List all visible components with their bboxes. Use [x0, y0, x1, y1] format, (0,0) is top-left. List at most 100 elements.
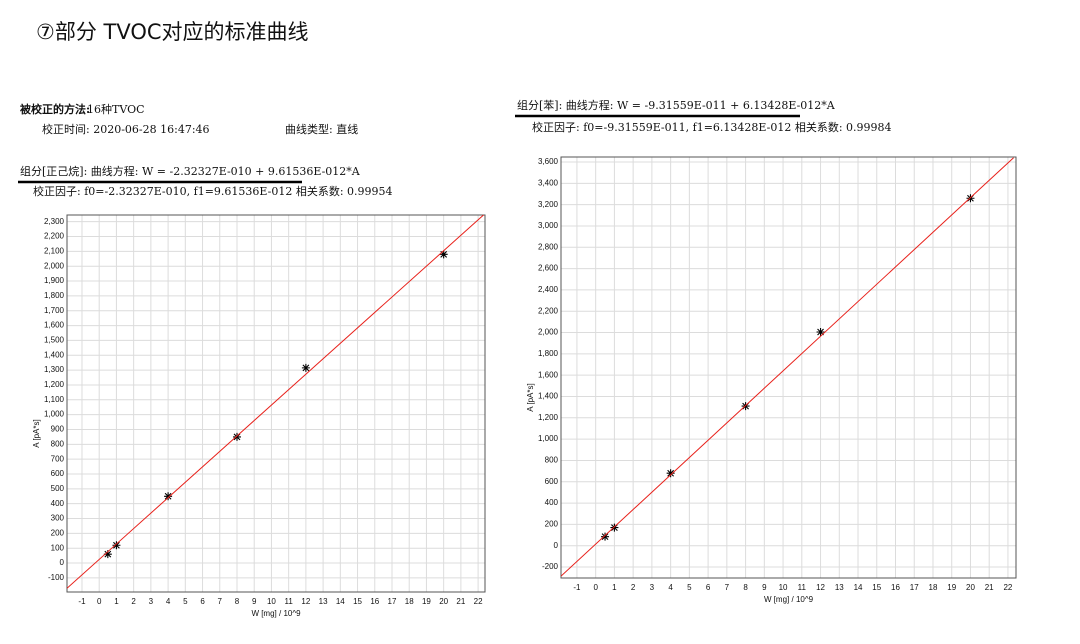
- x-tick-label: 7: [725, 583, 730, 592]
- y-tick-label: 1,700: [44, 306, 65, 315]
- x-tick-label: 21: [456, 597, 465, 606]
- y-tick-label: 2,000: [44, 261, 65, 270]
- y-tick-label: -200: [542, 562, 559, 571]
- y-tick-label: 3,400: [538, 178, 559, 187]
- fit-line: [67, 215, 485, 589]
- y-tick-label: 1,000: [44, 410, 65, 419]
- y-tick-label: 300: [51, 514, 65, 523]
- x-tick-label: 19: [422, 597, 431, 606]
- x-tick-label: 5: [687, 583, 692, 592]
- x-tick-label: 1: [114, 597, 119, 606]
- x-tick-label: 7: [218, 597, 223, 606]
- y-tick-label: 2,300: [44, 217, 65, 226]
- x-tick-label: 19: [947, 583, 956, 592]
- y-tick-label: 2,800: [538, 242, 559, 251]
- x-tick-label: 11: [285, 597, 294, 606]
- method: 16种TVOC: [87, 102, 145, 116]
- y-tick-label: 2,400: [538, 285, 559, 294]
- equation: 组分[正己烷]: 曲线方程: W = -2.32327E-010 + 9.615…: [20, 164, 361, 178]
- method-label: 被校正的方法:: [20, 102, 90, 116]
- x-tick-label: 3: [149, 597, 154, 606]
- y-axis-label: A [pA*s]: [32, 419, 41, 447]
- data-point: [103, 550, 112, 559]
- x-tick-label: 3: [650, 583, 655, 592]
- data-point: [164, 492, 173, 501]
- x-tick-label: 0: [593, 583, 598, 592]
- x-tick-label: -1: [78, 597, 86, 606]
- x-tick-label: 8: [235, 597, 240, 606]
- fit-line: [561, 157, 1014, 577]
- data-point: [816, 328, 825, 337]
- x-tick-label: 22: [474, 597, 483, 606]
- data-point: [301, 363, 310, 372]
- y-tick-label: 0: [60, 558, 65, 567]
- x-tick-label: 15: [353, 597, 362, 606]
- y-tick-label: 2,000: [538, 328, 559, 337]
- x-tick-label: 11: [798, 583, 807, 592]
- x-tick-label: 13: [319, 597, 328, 606]
- x-tick-label: 14: [854, 583, 863, 592]
- y-tick-label: 1,200: [538, 413, 559, 422]
- x-tick-label: 2: [631, 583, 636, 592]
- x-tick-label: 17: [910, 583, 919, 592]
- y-tick-label: 3,000: [538, 221, 559, 230]
- y-tick-label: 1,600: [538, 370, 559, 379]
- y-tick-label: 500: [51, 484, 65, 493]
- x-tick-label: 9: [252, 597, 257, 606]
- x-tick-label: 12: [816, 583, 825, 592]
- x-tick-label: 22: [1003, 583, 1012, 592]
- x-tick-label: 6: [706, 583, 711, 592]
- x-tick-label: 18: [405, 597, 414, 606]
- calibration-time: 校正时间: 2020-06-28 16:47:46: [42, 122, 210, 136]
- x-tick-label: 20: [966, 583, 975, 592]
- y-tick-label: 100: [51, 543, 65, 552]
- y-tick-label: 2,200: [538, 306, 559, 315]
- x-tick-label: 10: [267, 597, 276, 606]
- x-tick-label: 12: [301, 597, 310, 606]
- y-tick-label: 800: [51, 439, 65, 448]
- y-tick-label: 600: [545, 477, 559, 486]
- data-point: [610, 523, 619, 532]
- y-tick-label: 800: [545, 456, 559, 465]
- y-tick-label: 1,800: [44, 291, 65, 300]
- x-tick-label: 16: [891, 583, 900, 592]
- x-tick-label: 13: [835, 583, 844, 592]
- x-tick-label: 4: [668, 583, 673, 592]
- x-tick-label: 1: [612, 583, 617, 592]
- y-tick-label: 900: [51, 425, 65, 434]
- y-tick-label: 700: [51, 454, 65, 463]
- y-tick-label: 1,500: [44, 336, 65, 345]
- x-tick-label: 9: [762, 583, 767, 592]
- equation: 组分[苯]: 曲线方程: W = -9.31559E-011 + 6.13428…: [517, 98, 836, 112]
- y-tick-label: 2,200: [44, 232, 65, 241]
- page-title: ⑦部分 TVOC对应的标准曲线: [36, 20, 309, 44]
- y-axis-label: A [pA*s]: [526, 383, 535, 411]
- y-tick-label: -100: [48, 573, 65, 582]
- x-tick-label: 20: [439, 597, 448, 606]
- x-tick-label: 6: [200, 597, 205, 606]
- data-point: [601, 532, 610, 541]
- data-point: [112, 541, 121, 550]
- y-tick-label: 2,600: [538, 264, 559, 273]
- data-point: [232, 432, 241, 441]
- x-tick-label: 14: [336, 597, 345, 606]
- x-tick-label: 10: [779, 583, 788, 592]
- y-tick-label: 200: [51, 528, 65, 537]
- y-tick-label: 2,100: [44, 246, 65, 255]
- x-tick-label: 0: [97, 597, 102, 606]
- y-tick-label: 1,400: [538, 392, 559, 401]
- x-tick-label: 8: [743, 583, 748, 592]
- factors: 校正因子: f0=-9.31559E-011, f1=6.13428E-012 …: [532, 120, 892, 134]
- x-tick-label: 18: [929, 583, 938, 592]
- plot-frame: [66, 214, 486, 593]
- y-tick-label: 400: [545, 498, 559, 507]
- factors: 校正因子: f0=-2.32327E-010, f1=9.61536E-012 …: [33, 184, 393, 198]
- x-tick-label: 2: [131, 597, 136, 606]
- data-point: [439, 250, 448, 259]
- y-tick-label: 1,300: [44, 365, 65, 374]
- x-tick-label: 21: [985, 583, 994, 592]
- y-tick-label: 1,600: [44, 321, 65, 330]
- y-tick-label: 1,900: [44, 276, 65, 285]
- y-tick-label: 0: [554, 541, 559, 550]
